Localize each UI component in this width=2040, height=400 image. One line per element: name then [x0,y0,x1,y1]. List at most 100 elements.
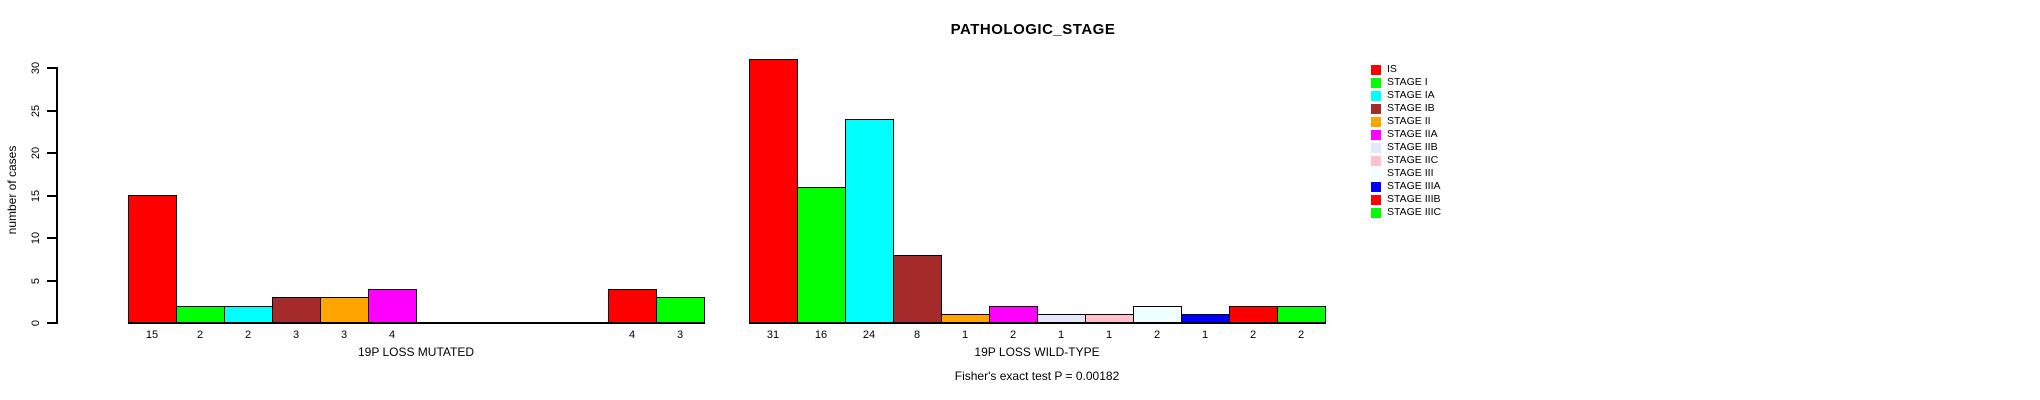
bar-stage-ii [320,297,369,323]
bar-stage-ia [845,119,894,323]
legend-item-label: STAGE IIIC [1387,206,1442,218]
bar-stage-iib [1037,314,1086,323]
legend-swatch [1371,64,1381,75]
bar-stage-iiia [1181,314,1230,323]
legend-swatch [1371,90,1381,101]
legend-swatch [1371,207,1381,218]
bar-count-label: 2 [1249,329,1257,341]
bar-count-label: 8 [913,329,921,341]
bar-count-label: 16 [814,329,828,341]
y-axis-tick [47,152,56,154]
bar-stage-iiic [1277,306,1326,323]
legend: IS STAGE I STAGE IA STAGE IB STAGE II STAGE I… [1371,63,1441,219]
legend-item-label: STAGE I [1387,76,1428,88]
legend-swatch [1371,194,1381,205]
legend-item-label: IS [1387,63,1397,75]
bar-count-label: 4 [388,329,396,341]
legend-item: STAGE IIIB [1371,193,1441,206]
bar-count-label: 3 [292,329,300,341]
legend-item: STAGE IB [1371,102,1441,115]
legend-item-label: STAGE III [1387,167,1434,179]
y-axis-tick [47,237,56,239]
legend-item: STAGE IIA [1371,128,1441,141]
bar-is [749,59,798,323]
bar-count-label: 2 [244,329,252,341]
group-x-label: 19P LOSS MUTATED [357,345,475,359]
x-axis-line [128,322,705,324]
bar-count-label: 2 [1009,329,1017,341]
y-axis-tick [47,109,56,112]
legend-item-label: STAGE IA [1387,89,1435,101]
legend-swatch [1371,116,1381,127]
y-axis-tick [47,194,56,197]
legend-swatch [1371,129,1381,140]
legend-item: IS [1371,63,1441,76]
legend-swatch [1371,142,1381,153]
y-axis-tick-label: 25 [30,104,42,117]
bar-stage-i [797,187,846,323]
bar-count-label: 3 [340,329,348,341]
legend-swatch [1371,103,1381,114]
x-axis-line [749,322,1326,324]
y-axis-line [56,67,58,324]
bar-stage-iiib [608,289,657,323]
bar-count-label: 1 [1057,329,1065,341]
legend-swatch [1371,168,1381,179]
fisher-test-annotation: Fisher's exact test P = 0.00182 [954,369,1120,383]
bar-stage-iii [1133,306,1182,323]
legend-swatch [1371,181,1381,192]
bar-count-label: 31 [766,329,780,341]
legend-item: STAGE IIIC [1371,206,1441,219]
bar-stage-ib [893,255,942,323]
y-axis-title: number of cases [5,145,19,235]
bar-stage-iia [989,306,1038,323]
legend-item-label: STAGE IIA [1387,128,1438,140]
legend-item: STAGE IIB [1371,141,1441,154]
group-x-label: 19P LOSS WILD-TYPE [974,345,1100,359]
bar-count-label: 1 [961,329,969,341]
bar-stage-ib [272,297,321,323]
y-axis-tick-label: 30 [30,61,42,75]
bar-count-label: 4 [628,329,636,341]
y-axis-tick [47,322,56,324]
legend-item-label: STAGE IB [1387,102,1435,114]
legend-item-label: STAGE II [1387,115,1431,127]
bar-count-label: 3 [676,329,684,341]
bar-count-label: 24 [862,329,876,341]
bar-count-label: 2 [1297,329,1305,341]
bar-stage-i [176,306,225,323]
legend-item: STAGE I [1371,76,1441,89]
y-axis-tick [47,67,56,69]
y-axis-tick-label: 5 [30,277,42,284]
bar-stage-iic [1085,314,1134,323]
y-axis-tick-label: 15 [30,189,42,202]
bar-count-label: 1 [1105,329,1113,341]
legend-item: STAGE IA [1371,89,1441,102]
legend-item-label: STAGE IIIB [1387,193,1441,205]
legend-item: STAGE II [1371,115,1441,128]
y-axis-tick-label: 10 [30,231,42,245]
legend-swatch [1371,155,1381,166]
bar-count-label: 1 [1201,329,1209,341]
y-axis-tick-label: 0 [30,319,42,327]
bar-stage-ia [224,306,273,323]
bar-stage-iiic [656,297,705,323]
bar-count-label: 2 [1153,329,1161,341]
legend-item-label: STAGE IIB [1387,141,1438,153]
legend-item: STAGE III [1371,167,1441,180]
legend-item: STAGE IIIA [1371,180,1441,193]
legend-item-label: STAGE IIC [1387,154,1439,166]
bar-is [128,195,177,323]
bar-count-label: 15 [145,329,159,341]
chart-title: PATHOLOGIC_STAGE [950,21,1116,38]
legend-swatch [1371,77,1381,88]
y-axis-tick-label: 20 [30,146,42,160]
legend-item: STAGE IIC [1371,154,1441,167]
bar-stage-iia [368,289,417,323]
bar-stage-ii [941,314,990,323]
y-axis-tick [47,279,56,282]
bar-count-label: 2 [196,329,204,341]
bar-stage-iiib [1229,306,1278,323]
legend-item-label: STAGE IIIA [1387,180,1441,192]
